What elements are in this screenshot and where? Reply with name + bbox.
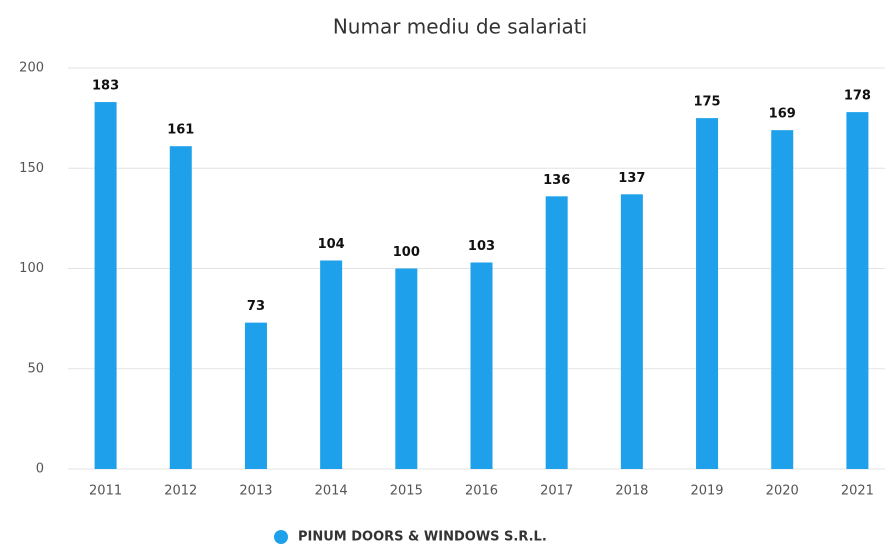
data-label: 137 [618,171,645,186]
y-tick-label: 50 [27,361,44,376]
legend-marker [274,530,288,544]
x-tick-label: 2015 [390,484,423,499]
y-tick-label: 150 [19,161,44,176]
bar [169,146,192,469]
data-label: 136 [543,173,570,188]
data-label: 73 [247,299,265,314]
data-label: 161 [167,123,194,138]
x-tick-label: 2013 [239,484,272,499]
y-tick-label: 200 [19,61,44,76]
legend-label: PINUM DOORS & WINDOWS S.R.L. [298,530,547,545]
bar [470,262,493,469]
y-tick-label: 100 [19,261,44,276]
data-label: 178 [844,89,871,104]
data-label: 104 [318,237,345,252]
x-tick-label: 2011 [89,484,122,499]
y-tick-label: 0 [36,462,44,477]
x-tick-label: 2016 [465,484,498,499]
bar [320,260,343,469]
x-tick-label: 2012 [164,484,197,499]
data-label: 103 [468,239,495,254]
bar [395,268,418,469]
x-tick-label: 2018 [615,484,648,499]
bar [620,194,643,469]
bar [771,130,794,469]
x-tick-label: 2020 [766,484,799,499]
chart-title: Numar mediu de salariati [333,15,587,39]
bar [244,322,267,469]
data-label: 100 [393,245,420,260]
bar [94,102,117,470]
bar [696,118,719,469]
bar [846,112,869,470]
x-tick-label: 2017 [540,484,573,499]
x-tick-label: 2019 [690,484,723,499]
data-label: 175 [693,95,720,110]
x-tick-label: 2021 [841,484,874,499]
x-tick-label: 2014 [315,484,348,499]
data-label: 169 [769,107,796,122]
data-label: 183 [92,79,119,94]
bar [545,196,568,469]
